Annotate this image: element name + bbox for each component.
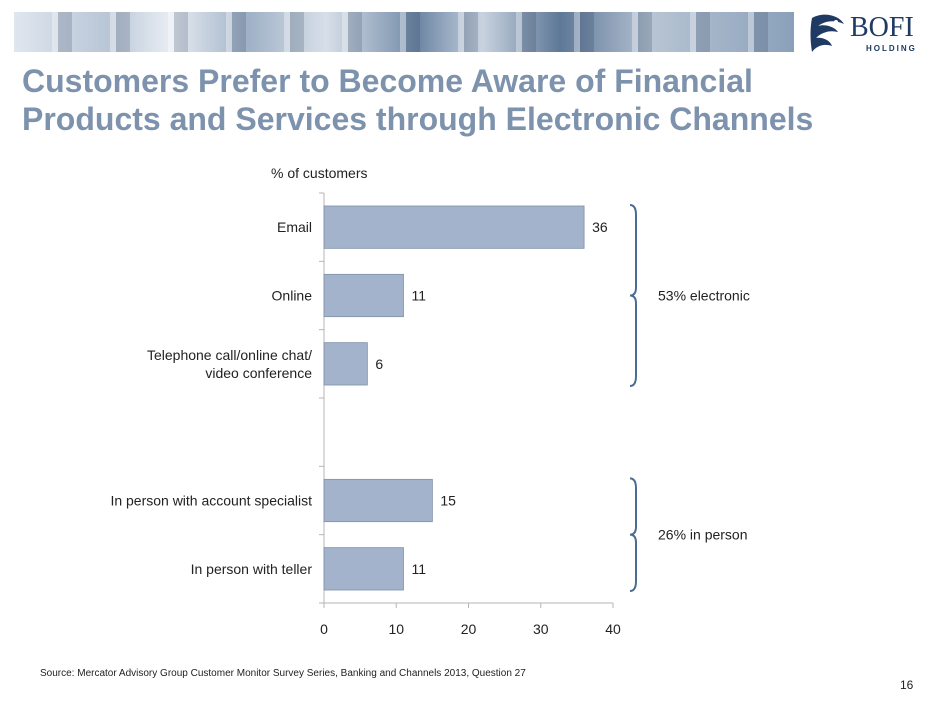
axis-layer: 0 10 20 30 40 Email Online Telephone call/onlin… <box>110 192 621 637</box>
header-banner-image <box>14 12 794 52</box>
in-person-group-label: 26% in person <box>658 527 748 543</box>
in-person-group-brace <box>629 477 637 592</box>
x-tick-label: 10 <box>388 621 404 637</box>
logo-subtitle: HOLDING <box>866 44 917 53</box>
slide-title: Customers Prefer to Become Aware of Fina… <box>22 62 882 138</box>
bar-layer: 36 11 6 15 11 <box>323 205 608 591</box>
bar <box>323 478 433 523</box>
data-label: 6 <box>375 356 383 372</box>
x-tick-label: 30 <box>533 621 549 637</box>
category-label: Online <box>272 288 313 304</box>
bar <box>323 205 585 249</box>
slide-title-line-1: Customers Prefer to Become Aware of Fina… <box>22 63 753 99</box>
bar <box>323 547 404 591</box>
bar <box>323 342 368 386</box>
bar-chart: % of customers 0 10 20 30 40 Email Online Telep… <box>110 165 750 637</box>
data-label: 15 <box>440 493 456 509</box>
company-logo: BOFI HOLDING <box>808 10 928 56</box>
data-label: 36 <box>592 219 608 235</box>
source-note: Source: Mercator Advisory Group Customer… <box>40 668 526 679</box>
category-label: In person with account specialist <box>110 493 312 509</box>
brace-layer: 53% electronic 26% in person <box>629 204 750 592</box>
category-label: Email <box>277 219 312 235</box>
bar <box>323 273 404 318</box>
electronic-group-label: 53% electronic <box>658 288 750 304</box>
x-tick-label: 40 <box>605 621 621 637</box>
eagle-logo-icon <box>810 14 844 52</box>
unit-label: % of customers <box>271 165 367 181</box>
x-tick-label: 20 <box>461 621 477 637</box>
category-label: Telephone call/online chat/video confere… <box>147 347 312 381</box>
electronic-group-brace <box>629 204 637 387</box>
data-label: 11 <box>411 288 426 304</box>
category-label: In person with teller <box>191 561 313 577</box>
data-label: 11 <box>411 561 426 577</box>
logo-wordmark: BOFI <box>850 12 914 43</box>
page-number: 16 <box>900 678 914 692</box>
slide-title-line-2: Products and Services through Electronic… <box>22 101 814 137</box>
x-tick-label: 0 <box>320 621 328 637</box>
